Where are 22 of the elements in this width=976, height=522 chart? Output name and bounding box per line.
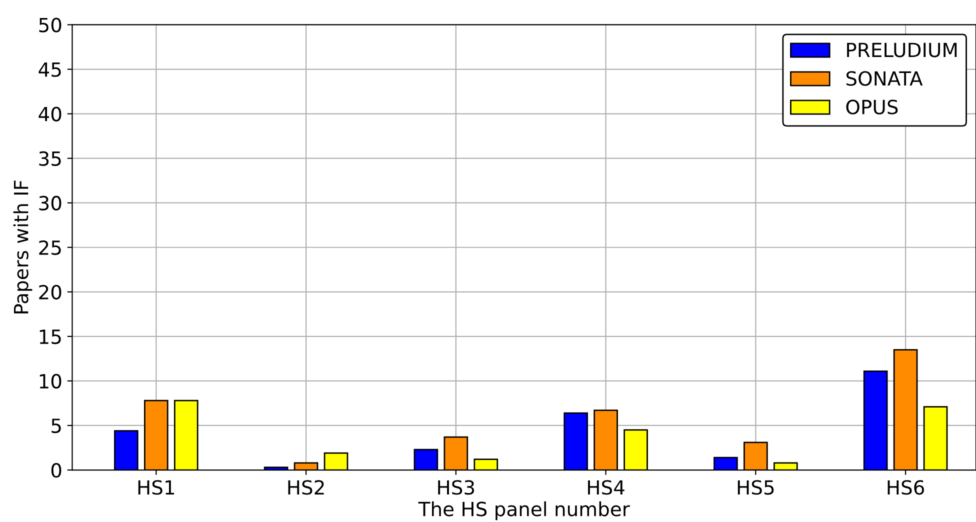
y-tick-label: 0 bbox=[51, 462, 62, 478]
legend-label: PRELUDIUM bbox=[847, 42, 957, 58]
x-tick-label: HS3 bbox=[438, 480, 474, 495]
x-tick-label: HS6 bbox=[888, 480, 924, 495]
legend-label: OPUS bbox=[846, 100, 898, 114]
y-tick-label: 5 bbox=[52, 418, 61, 434]
y-axis-title: Papers with IF bbox=[13, 180, 32, 314]
legend-label: SONATA bbox=[846, 71, 923, 86]
x-tick-label: HS2 bbox=[288, 480, 324, 495]
x-tick-label: HS1 bbox=[138, 480, 174, 495]
y-tick-label: 30 bbox=[39, 196, 62, 211]
y-tick-label: 20 bbox=[39, 284, 62, 300]
x-axis-title: The HS panel number bbox=[418, 501, 630, 520]
y-tick-label: 15 bbox=[40, 330, 61, 344]
x-tick-label: HS5 bbox=[738, 480, 774, 495]
y-tick-label: 50 bbox=[39, 18, 62, 32]
y-tick-label: 40 bbox=[38, 106, 62, 122]
x-tick-label: HS4 bbox=[588, 480, 624, 495]
y-tick-label: 45 bbox=[38, 62, 61, 77]
y-tick-label: 35 bbox=[39, 151, 61, 166]
y-tick-label: 10 bbox=[40, 374, 62, 389]
y-tick-label: 25 bbox=[39, 240, 61, 256]
